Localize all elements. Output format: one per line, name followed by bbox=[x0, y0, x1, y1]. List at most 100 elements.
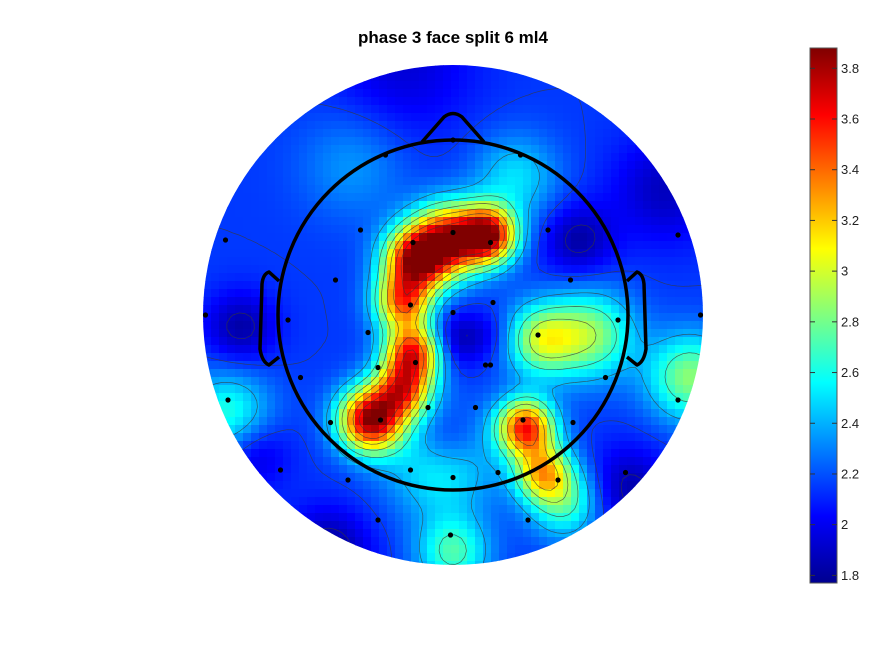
heatmap-cell bbox=[539, 465, 548, 474]
heatmap-cell bbox=[667, 425, 676, 434]
heatmap-cell bbox=[459, 209, 468, 218]
heatmap-cell bbox=[227, 441, 236, 450]
heatmap-cell bbox=[299, 321, 308, 330]
heatmap-cell bbox=[483, 545, 492, 554]
heatmap-cell bbox=[451, 241, 460, 250]
heatmap-cell bbox=[307, 305, 316, 314]
heatmap-cell bbox=[243, 369, 252, 378]
heatmap-cell bbox=[411, 353, 420, 362]
heatmap-cell bbox=[555, 313, 564, 322]
heatmap-cell bbox=[475, 457, 484, 466]
heatmap-cell bbox=[667, 337, 676, 346]
heatmap-cell bbox=[275, 417, 284, 426]
heatmap-cell bbox=[387, 481, 396, 490]
heatmap-cell bbox=[339, 401, 348, 410]
heatmap-cell bbox=[611, 265, 620, 274]
heatmap-cell bbox=[315, 249, 324, 258]
heatmap-cell bbox=[267, 377, 276, 386]
heatmap-cell bbox=[539, 449, 548, 458]
heatmap-cell bbox=[435, 313, 444, 322]
heatmap-cell bbox=[451, 201, 460, 210]
heatmap-cell bbox=[387, 105, 396, 114]
heatmap-cell bbox=[395, 401, 404, 410]
heatmap-cell bbox=[547, 361, 556, 370]
heatmap-cell bbox=[507, 553, 516, 562]
heatmap-cell bbox=[451, 281, 460, 290]
heatmap-cell bbox=[651, 457, 660, 466]
heatmap-cell bbox=[355, 505, 364, 514]
heatmap-cell bbox=[635, 185, 644, 194]
heatmap-cell bbox=[339, 297, 348, 306]
heatmap-cell bbox=[419, 393, 428, 402]
heatmap-cell bbox=[307, 249, 316, 258]
heatmap-cell bbox=[411, 321, 420, 330]
heatmap-cell bbox=[563, 217, 572, 226]
heatmap-cell bbox=[355, 353, 364, 362]
heatmap-cell bbox=[379, 377, 388, 386]
heatmap-cell bbox=[379, 81, 388, 90]
heatmap-cell bbox=[235, 297, 244, 306]
heatmap-cell bbox=[267, 193, 276, 202]
heatmap-cell bbox=[571, 217, 580, 226]
heatmap-cell bbox=[651, 273, 660, 282]
heatmap-cell bbox=[251, 233, 260, 242]
heatmap-cell bbox=[427, 249, 436, 258]
heatmap-cell bbox=[643, 297, 652, 306]
heatmap-cell bbox=[443, 201, 452, 210]
heatmap-cell bbox=[371, 481, 380, 490]
heatmap-cell bbox=[555, 169, 564, 178]
heatmap-cell bbox=[451, 377, 460, 386]
heatmap-cell bbox=[475, 449, 484, 458]
heatmap-cell bbox=[219, 289, 228, 298]
electrode-dot bbox=[517, 152, 524, 158]
heatmap-cell bbox=[371, 425, 380, 434]
electrode-dot bbox=[490, 299, 496, 306]
heatmap-cell bbox=[251, 369, 260, 378]
heatmap-cell bbox=[459, 401, 468, 410]
heatmap-cell bbox=[363, 121, 372, 130]
heatmap-cell bbox=[283, 121, 292, 130]
heatmap-cell bbox=[315, 233, 324, 242]
heatmap-cell bbox=[355, 193, 364, 202]
heatmap-cell bbox=[323, 409, 332, 418]
heatmap-cell bbox=[547, 209, 556, 218]
heatmap-cell bbox=[635, 297, 644, 306]
heatmap-cell bbox=[483, 345, 492, 354]
heatmap-cell bbox=[419, 425, 428, 434]
heatmap-cell bbox=[467, 401, 476, 410]
colorbar-tick-label: 2.8 bbox=[841, 314, 859, 329]
heatmap-cell bbox=[539, 121, 548, 130]
heatmap-cell bbox=[587, 369, 596, 378]
heatmap-cell bbox=[443, 313, 452, 322]
heatmap-cell bbox=[563, 361, 572, 370]
heatmap-cell bbox=[427, 521, 436, 530]
heatmap-cell bbox=[611, 257, 620, 266]
heatmap-cell bbox=[203, 281, 212, 290]
heatmap-cell bbox=[555, 97, 564, 106]
heatmap-cell bbox=[467, 241, 476, 250]
heatmap-cell bbox=[307, 161, 316, 170]
heatmap-cell bbox=[283, 353, 292, 362]
heatmap-cell bbox=[347, 241, 356, 250]
heatmap-cell bbox=[299, 201, 308, 210]
heatmap-cell bbox=[331, 265, 340, 274]
heatmap-cell bbox=[459, 329, 468, 338]
heatmap-cell bbox=[363, 441, 372, 450]
heatmap-cell bbox=[555, 161, 564, 170]
heatmap-cell bbox=[347, 233, 356, 242]
heatmap-cell bbox=[547, 81, 556, 90]
heatmap-cell bbox=[219, 257, 228, 266]
heatmap-cell bbox=[571, 233, 580, 242]
heatmap-cell bbox=[443, 169, 452, 178]
electrode-dot bbox=[225, 397, 231, 403]
heatmap-cell bbox=[267, 353, 276, 362]
heatmap-cell bbox=[595, 297, 604, 306]
heatmap-cell bbox=[523, 329, 532, 338]
heatmap-cell bbox=[611, 281, 620, 290]
heatmap-cell bbox=[339, 417, 348, 426]
heatmap-cell bbox=[291, 369, 300, 378]
heatmap-cell bbox=[283, 161, 292, 170]
heatmap-cell bbox=[323, 305, 332, 314]
heatmap-cell bbox=[467, 521, 476, 530]
heatmap-cell bbox=[339, 369, 348, 378]
